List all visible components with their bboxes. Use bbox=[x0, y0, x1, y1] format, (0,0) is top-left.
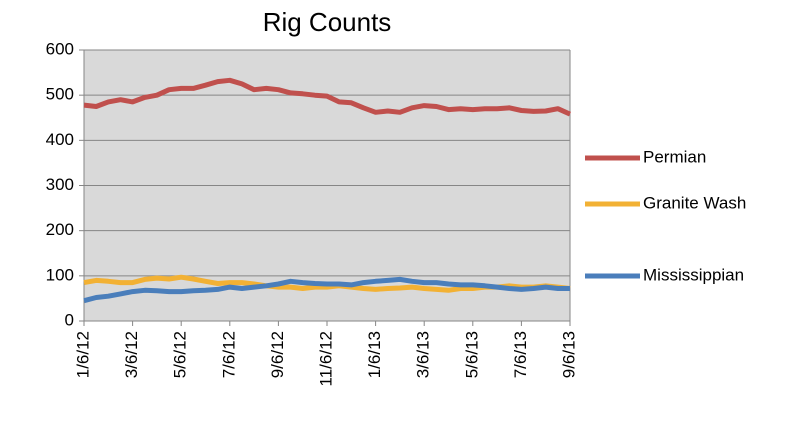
x-tick-label: 3/6/12 bbox=[122, 331, 141, 378]
series-line bbox=[83, 77, 572, 117]
x-tick-label: 1/6/12 bbox=[73, 331, 92, 378]
x-tick-label: 11/6/12 bbox=[316, 331, 335, 386]
series-line bbox=[83, 276, 570, 304]
y-tick-label: 300 bbox=[46, 175, 74, 194]
legend-label: Permian bbox=[643, 147, 706, 166]
x-tick-label: 3/6/13 bbox=[414, 331, 433, 378]
y-tick-label: 200 bbox=[46, 220, 74, 239]
x-tick-label: 7/6/12 bbox=[219, 331, 238, 378]
x-tick-label: 9/6/12 bbox=[268, 331, 287, 378]
y-tick-label: 600 bbox=[46, 39, 74, 58]
x-tick-label: 1/6/13 bbox=[365, 331, 384, 378]
y-tick-label: 0 bbox=[65, 310, 74, 329]
x-tick-label: 5/6/13 bbox=[462, 331, 481, 378]
x-tick-label: 5/6/12 bbox=[171, 331, 190, 378]
chart-title: Rig Counts bbox=[263, 7, 392, 37]
legend-label: Granite Wash bbox=[643, 193, 746, 212]
y-tick-label: 400 bbox=[46, 130, 74, 149]
x-tick-label: 7/6/13 bbox=[511, 331, 530, 378]
legend-label: Mississippian bbox=[643, 265, 744, 284]
x-tick-label: 9/6/13 bbox=[559, 331, 578, 378]
y-tick-label: 100 bbox=[46, 265, 74, 284]
y-tick-label: 500 bbox=[46, 85, 74, 104]
